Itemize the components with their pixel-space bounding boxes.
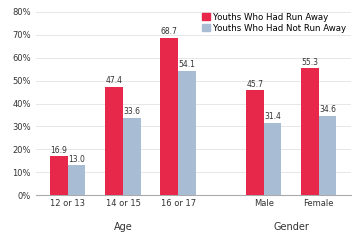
Text: 16.9: 16.9 [50,146,67,155]
Text: 55.3: 55.3 [301,58,319,67]
Bar [68,165,86,195]
Bar [123,118,141,195]
Text: 34.6: 34.6 [319,105,336,114]
Text: Gender: Gender [273,222,309,232]
Text: 45.7: 45.7 [246,80,263,89]
Bar [160,38,178,195]
Text: 68.7: 68.7 [161,27,178,36]
Bar [50,156,68,195]
Bar [301,69,319,195]
Text: 54.1: 54.1 [179,60,195,69]
Legend: Youths Who Had Run Away, Youths Who Had Not Run Away: Youths Who Had Run Away, Youths Who Had … [202,13,347,33]
Text: 47.4: 47.4 [106,76,123,85]
Bar [178,71,196,195]
Bar [319,116,337,195]
Bar [263,123,281,195]
Bar [246,90,263,195]
Text: 13.0: 13.0 [68,154,85,164]
Text: 31.4: 31.4 [264,112,281,121]
Text: Age: Age [113,222,132,232]
Bar [105,87,123,195]
Text: 33.6: 33.6 [123,107,140,116]
